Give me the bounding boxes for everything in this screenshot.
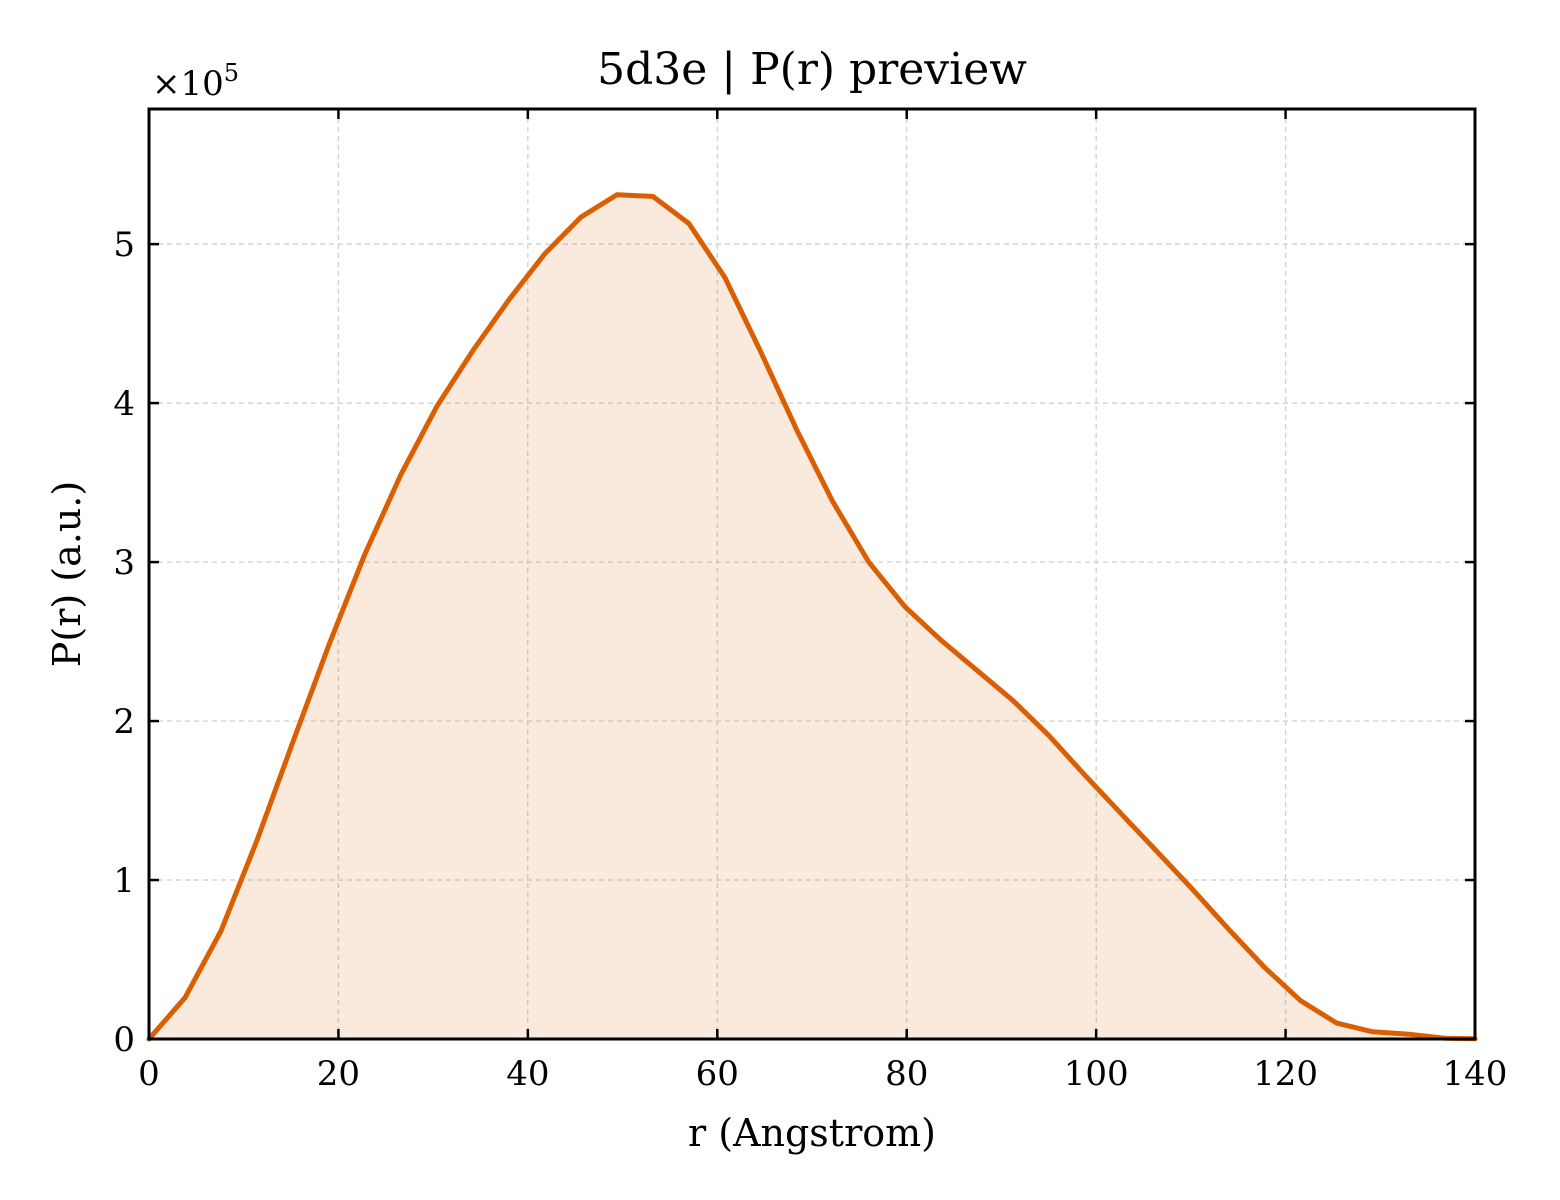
y-tick-label: 3 — [113, 543, 135, 583]
y-tick-label: 4 — [113, 384, 135, 424]
y-axis-label: P(r) (a.u.) — [45, 481, 89, 667]
x-tick-label: 120 — [1253, 1054, 1318, 1094]
x-tick-label: 140 — [1443, 1054, 1508, 1094]
y-multiplier-base: ×10 — [152, 64, 224, 104]
y-tick-label: 0 — [113, 1020, 135, 1060]
x-tick-label: 60 — [696, 1054, 739, 1094]
plot-frame — [147, 107, 1477, 1041]
chart-title: 5d3e | P(r) preview — [597, 44, 1027, 95]
axis-ticks: 0 20 40 60 80 100 120 140 0 1 2 3 4 5 — [113, 109, 1507, 1094]
x-tick-label: 20 — [317, 1054, 360, 1094]
y-axis-multiplier: ×105 — [152, 59, 239, 104]
x-tick-label: 0 — [138, 1054, 160, 1094]
x-tick-label: 80 — [885, 1054, 928, 1094]
y-tick-label: 2 — [113, 702, 135, 742]
grid-lines — [149, 109, 1475, 1039]
pr-area-fill — [149, 194, 1475, 1040]
x-axis-label: r (Angstrom) — [688, 1111, 936, 1155]
y-tick-label: 5 — [113, 225, 135, 265]
x-tick-label: 100 — [1064, 1054, 1129, 1094]
pr-line — [146, 192, 1478, 1042]
y-tick-label: 1 — [113, 861, 135, 901]
x-tick-label: 40 — [506, 1054, 549, 1094]
y-multiplier-exponent: 5 — [224, 59, 239, 87]
